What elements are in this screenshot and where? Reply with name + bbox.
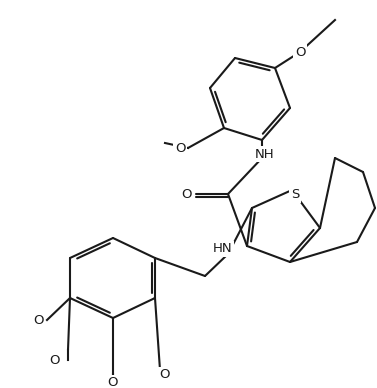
- Text: O: O: [108, 376, 118, 388]
- Text: HN: HN: [213, 242, 233, 256]
- Text: O: O: [175, 142, 185, 154]
- Text: O: O: [295, 45, 305, 59]
- Text: O: O: [181, 187, 191, 201]
- Text: NH: NH: [255, 147, 275, 161]
- Text: O: O: [50, 353, 60, 367]
- Text: O: O: [33, 314, 43, 326]
- Text: S: S: [291, 189, 299, 201]
- Text: O: O: [160, 369, 170, 381]
